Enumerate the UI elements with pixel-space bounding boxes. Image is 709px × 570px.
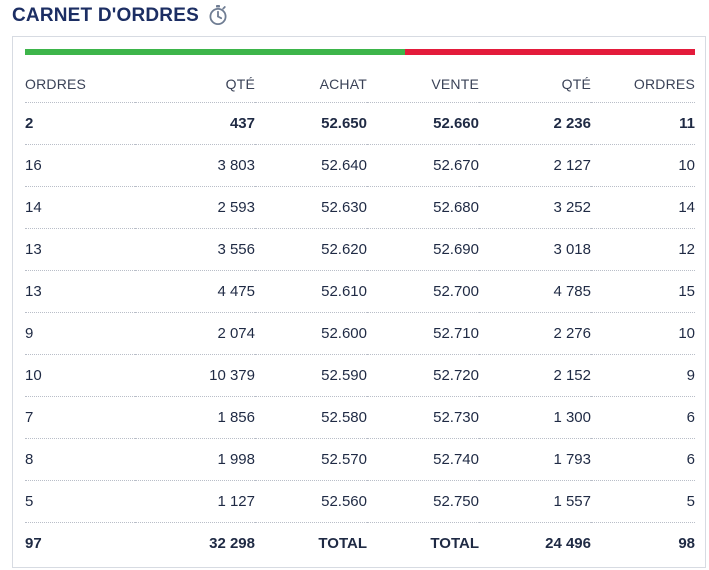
ask-bar bbox=[405, 49, 695, 55]
cell-ask-orders: 10 bbox=[591, 312, 695, 355]
cell-bid-price: 52.610 bbox=[255, 270, 367, 313]
cell-bid-price: 52.580 bbox=[255, 396, 367, 439]
bid-ask-ratio-bar bbox=[25, 49, 695, 55]
cell-bid-orders: 9 bbox=[25, 312, 135, 355]
cell-ask-price: 52.740 bbox=[367, 438, 479, 481]
col-header-ask-orders: ORDRES bbox=[591, 65, 695, 103]
cell-ask-qty: 1 793 bbox=[479, 438, 591, 481]
cell-bid-orders: 7 bbox=[25, 396, 135, 439]
cell-ask-qty: 2 152 bbox=[479, 354, 591, 397]
table-row: 16 3 803 52.640 52.670 2 127 10 bbox=[25, 144, 695, 187]
bid-bar bbox=[25, 49, 405, 55]
total-ask-orders: 98 bbox=[678, 535, 695, 552]
cell-ask-price: 52.680 bbox=[367, 186, 479, 229]
cell-bid-qty: 4 475 bbox=[135, 270, 255, 313]
cell-ask-orders: 14 bbox=[591, 186, 695, 229]
cell-bid-orders: 5 bbox=[25, 480, 135, 523]
cell-bid-price: 52.650 bbox=[255, 102, 367, 145]
cell-bid-qty: 2 593 bbox=[135, 186, 255, 229]
cell-bid-orders: 13 bbox=[25, 270, 135, 313]
order-book-panel: ORDRES QTÉ ACHAT VENTE QTÉ ORDRES 2 437 52… bbox=[12, 36, 706, 568]
col-header-bid-qty: QTÉ bbox=[135, 65, 255, 103]
cell-ask-orders: 12 bbox=[591, 228, 695, 271]
cell-ask-qty: 2 236 bbox=[479, 102, 591, 145]
cell-bid-orders: 14 bbox=[25, 186, 135, 229]
cell-bid-price: 52.620 bbox=[255, 228, 367, 271]
cell-ask-orders: 6 bbox=[591, 396, 695, 439]
cell-bid-qty: 3 803 bbox=[135, 144, 255, 187]
cell-ask-qty: 3 018 bbox=[479, 228, 591, 271]
cell-ask-orders: 9 bbox=[591, 354, 695, 397]
cell-ask-qty: 3 252 bbox=[479, 186, 591, 229]
cell-bid-qty: 437 bbox=[135, 102, 255, 145]
cell-bid-qty: 2 074 bbox=[135, 312, 255, 355]
cell-ask-qty: 2 127 bbox=[479, 144, 591, 187]
page-title: CARNET D'ORDRES bbox=[12, 5, 199, 26]
cell-bid-orders: 13 bbox=[25, 228, 135, 271]
table-row: 14 2 593 52.630 52.680 3 252 14 bbox=[25, 186, 695, 229]
total-bid-label: TOTAL bbox=[318, 535, 367, 552]
table-row: 10 10 379 52.590 52.720 2 152 9 bbox=[25, 354, 695, 397]
cell-bid-price: 52.630 bbox=[255, 186, 367, 229]
cell-bid-price: 52.560 bbox=[255, 480, 367, 523]
total-ask-label: TOTAL bbox=[430, 535, 479, 552]
cell-bid-price: 52.640 bbox=[255, 144, 367, 187]
cell-bid-qty: 10 379 bbox=[135, 354, 255, 397]
cell-ask-orders: 15 bbox=[591, 270, 695, 313]
cell-ask-qty: 2 276 bbox=[479, 312, 591, 355]
col-header-ask-price: VENTE bbox=[367, 65, 479, 103]
cell-ask-orders: 10 bbox=[591, 144, 695, 187]
col-header-ask-qty: QTÉ bbox=[479, 65, 591, 103]
cell-bid-orders: 10 bbox=[25, 354, 135, 397]
total-ask-qty: 24 496 bbox=[545, 535, 591, 552]
cell-ask-price: 52.720 bbox=[367, 354, 479, 397]
cell-bid-price: 52.600 bbox=[255, 312, 367, 355]
table-row-best: 2 437 52.650 52.660 2 236 11 bbox=[25, 102, 695, 145]
cell-ask-orders: 11 bbox=[591, 102, 695, 145]
table-row: 13 3 556 52.620 52.690 3 018 12 bbox=[25, 228, 695, 271]
cell-ask-price: 52.750 bbox=[367, 480, 479, 523]
cell-bid-orders: 8 bbox=[25, 438, 135, 481]
totals-row: 97 32 298 TOTAL TOTAL 24 496 98 bbox=[25, 523, 695, 565]
cell-bid-qty: 1 856 bbox=[135, 396, 255, 439]
cell-bid-qty: 3 556 bbox=[135, 228, 255, 271]
cell-ask-orders: 5 bbox=[591, 480, 695, 523]
cell-ask-price: 52.690 bbox=[367, 228, 479, 271]
cell-ask-price: 52.710 bbox=[367, 312, 479, 355]
cell-bid-qty: 1 998 bbox=[135, 438, 255, 481]
col-header-bid-price: ACHAT bbox=[255, 65, 367, 103]
cell-ask-qty: 1 300 bbox=[479, 396, 591, 439]
cell-ask-price: 52.700 bbox=[367, 270, 479, 313]
table-row: 13 4 475 52.610 52.700 4 785 15 bbox=[25, 270, 695, 313]
total-bid-qty: 32 298 bbox=[209, 535, 255, 552]
cell-bid-orders: 16 bbox=[25, 144, 135, 187]
stopwatch-icon[interactable] bbox=[207, 4, 229, 26]
cell-ask-qty: 4 785 bbox=[479, 270, 591, 313]
order-book-header: CARNET D'ORDRES bbox=[12, 2, 229, 30]
cell-ask-orders: 6 bbox=[591, 438, 695, 481]
order-book-table: ORDRES QTÉ ACHAT VENTE QTÉ ORDRES 2 437 52… bbox=[25, 65, 695, 564]
cell-ask-qty: 1 557 bbox=[479, 480, 591, 523]
cell-bid-qty: 1 127 bbox=[135, 480, 255, 523]
cell-bid-price: 52.570 bbox=[255, 438, 367, 481]
table-header-row: ORDRES QTÉ ACHAT VENTE QTÉ ORDRES bbox=[25, 65, 695, 103]
cell-ask-price: 52.670 bbox=[367, 144, 479, 187]
col-header-bid-orders: ORDRES bbox=[25, 65, 135, 103]
cell-ask-price: 52.730 bbox=[367, 396, 479, 439]
total-bid-orders: 97 bbox=[25, 535, 42, 552]
cell-bid-price: 52.590 bbox=[255, 354, 367, 397]
cell-bid-orders: 2 bbox=[25, 102, 135, 145]
cell-ask-price: 52.660 bbox=[367, 102, 479, 145]
